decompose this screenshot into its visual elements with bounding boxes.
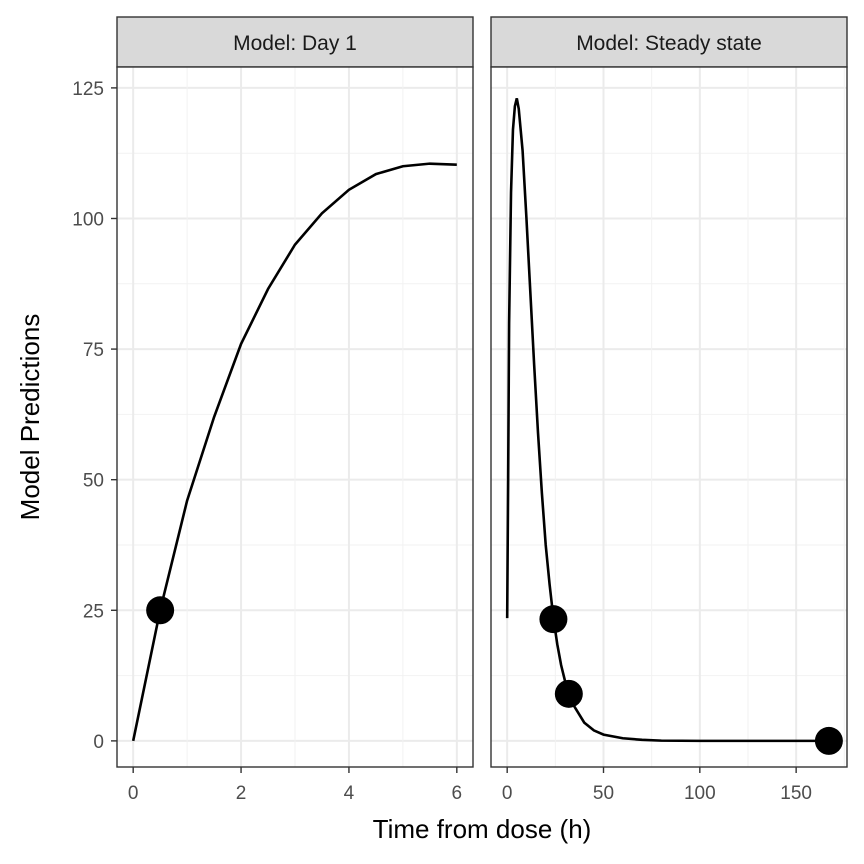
y-tick-label: 75: [83, 340, 104, 361]
x-tick-label: 2: [236, 783, 247, 804]
panel-strip-steady-state: [490, 16, 848, 68]
y-axis-title: Model Predictions: [15, 314, 45, 521]
x-tick-label: 150: [780, 783, 812, 804]
plot-border-steady-state: [490, 66, 848, 768]
series-line-steady-state: [505, 98, 831, 743]
data-point: [814, 726, 843, 755]
panel-steady-state: Model: Steady state 0 50 100 150: [490, 16, 848, 804]
panel-strip-label-steady-state: Model: Steady state: [576, 32, 762, 55]
x-tick-label: 100: [684, 783, 716, 804]
plot-area-steady-state: [491, 67, 847, 767]
panel-strip-label-day-1: Model: Day 1: [233, 32, 357, 55]
data-point: [146, 596, 175, 625]
x-tick-label: 50: [593, 783, 614, 804]
series-line-day-1: [131, 162, 457, 742]
y-tick-label: 125: [72, 79, 104, 100]
y-tick-label: 100: [72, 209, 104, 230]
x-tick-label: 4: [344, 783, 355, 804]
panel-day-1: Model: Day 1 0 2 4 6: [116, 16, 474, 804]
data-point: [554, 679, 583, 708]
x-tick-label: 0: [502, 783, 513, 804]
y-axis: 0 25 50 75 100 125: [72, 79, 117, 753]
data-points-day-1: [146, 596, 175, 625]
data-points-steady-state: [539, 605, 843, 755]
panel-strip-day-1: [116, 16, 474, 68]
plot-border-day-1: [116, 66, 474, 768]
grid-steady-state: [491, 67, 847, 767]
x-tick-label: 6: [452, 783, 463, 804]
data-point: [539, 605, 568, 634]
grid-day-1: [117, 67, 473, 767]
x-axis-steady-state: 0 50 100 150: [502, 767, 812, 804]
x-axis-day-1: 0 2 4 6: [128, 767, 462, 804]
y-tick-label: 0: [93, 732, 104, 753]
x-tick-label: 0: [128, 783, 139, 804]
y-tick-label: 25: [83, 601, 104, 622]
y-tick-label: 50: [83, 471, 104, 492]
x-axis-title: Time from dose (h): [373, 814, 592, 844]
